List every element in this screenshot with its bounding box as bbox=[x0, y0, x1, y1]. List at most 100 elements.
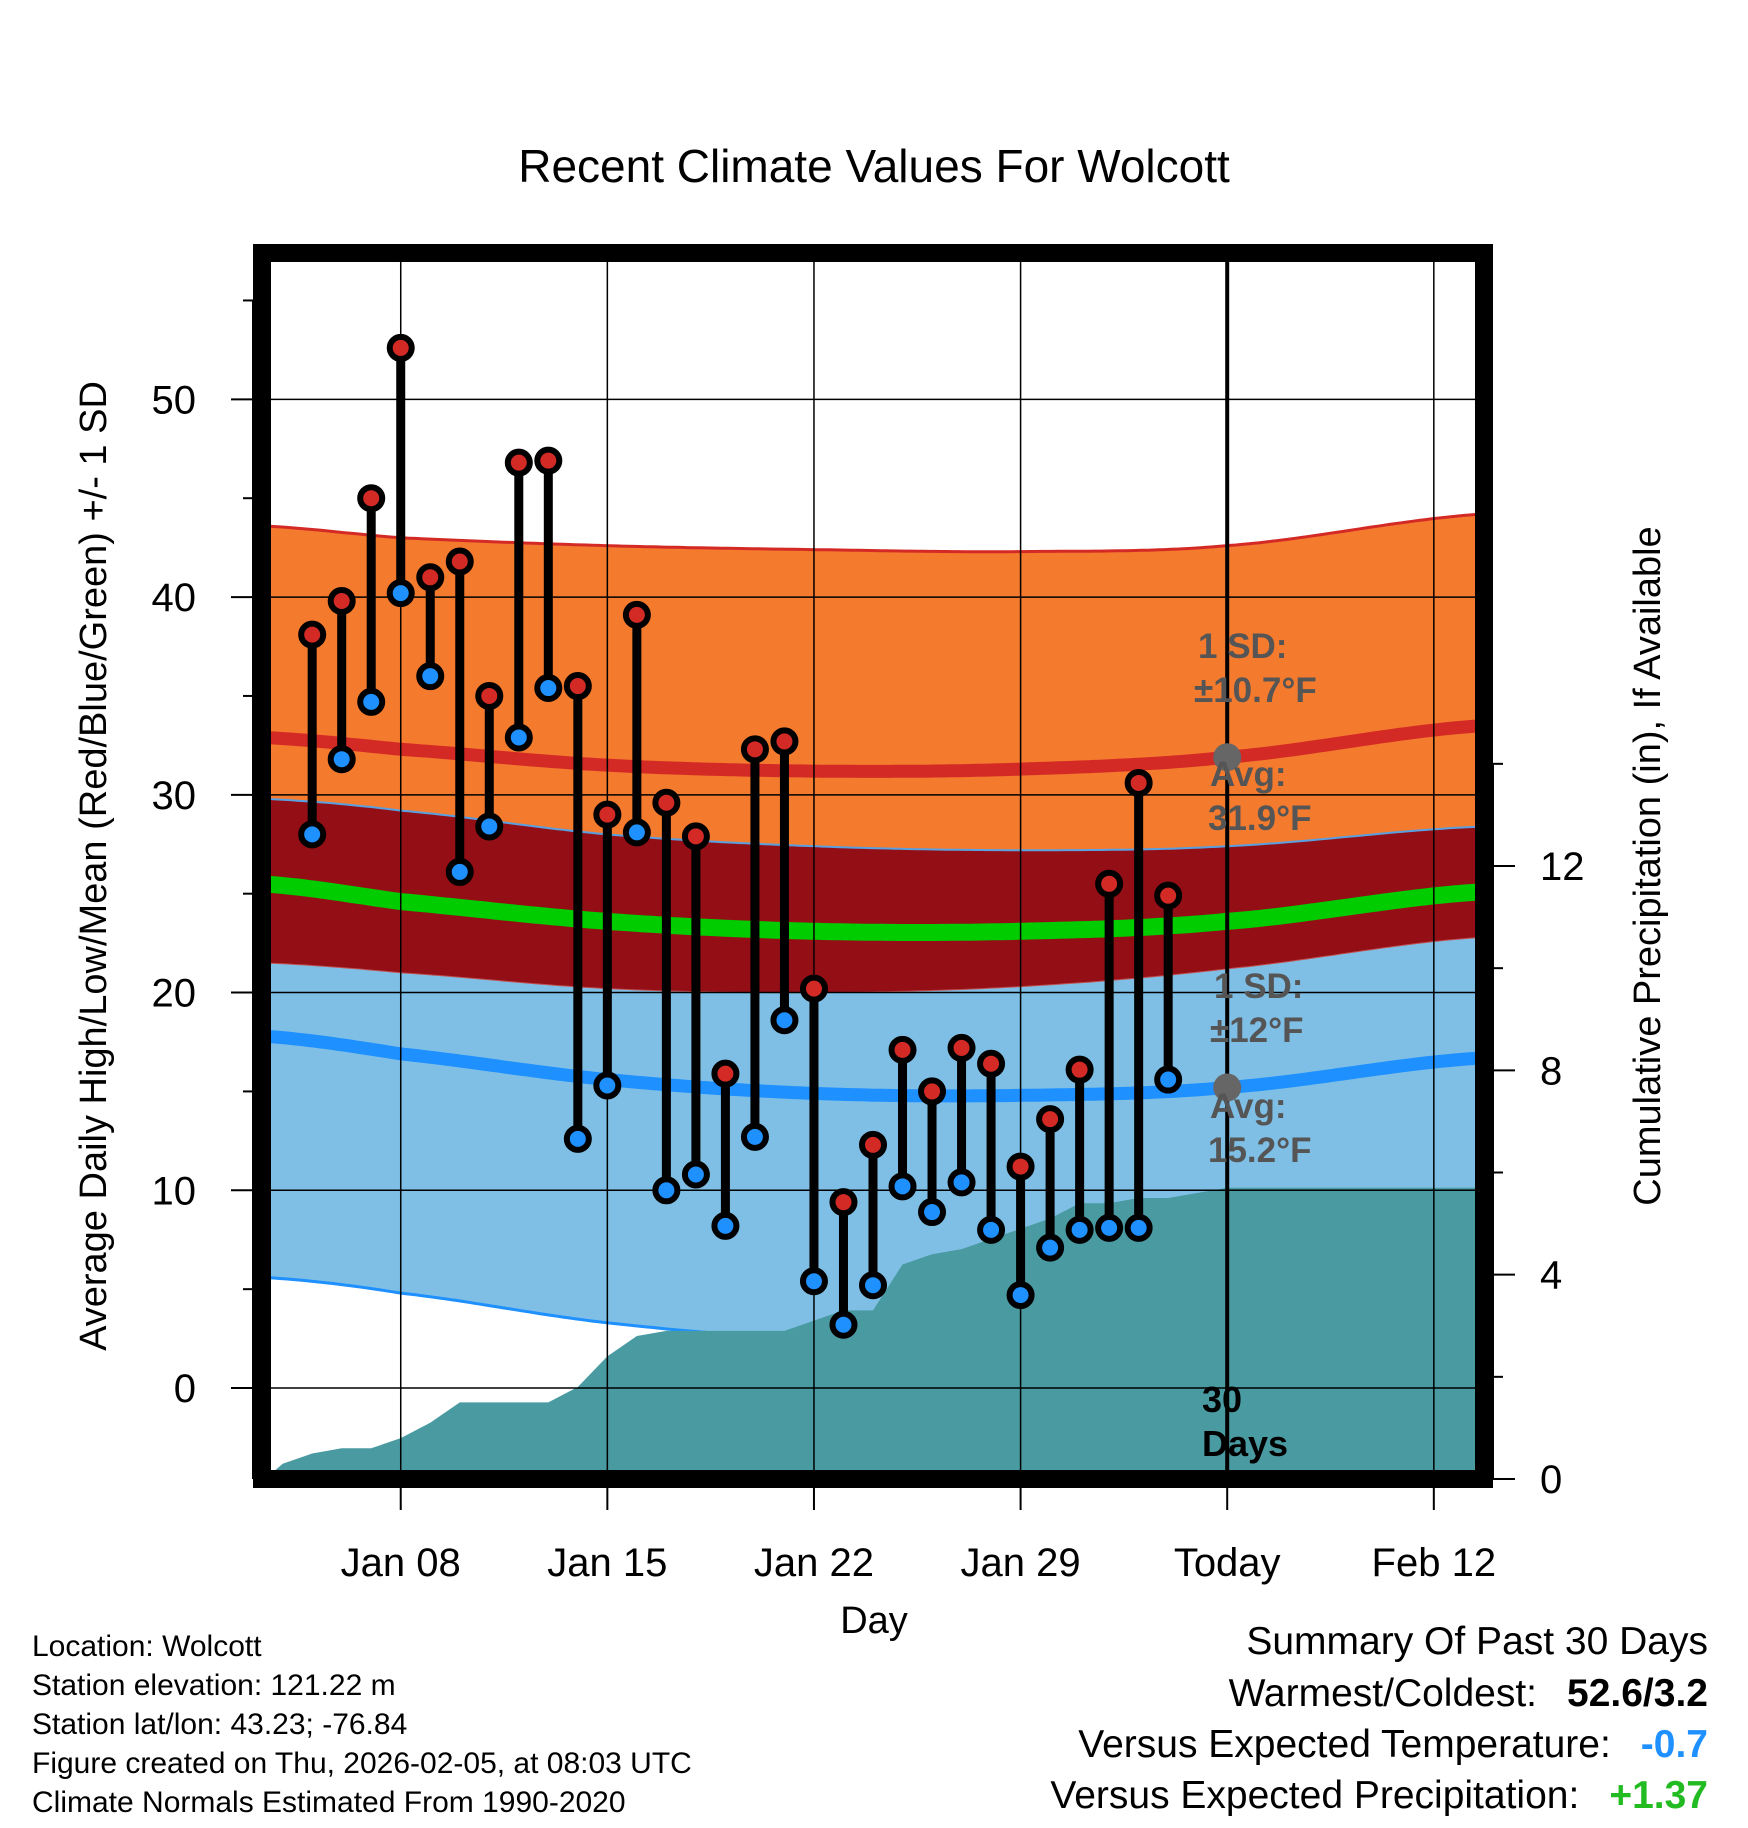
period-label-number: 30 bbox=[1202, 1379, 1242, 1420]
high-upper-edge bbox=[262, 512, 1484, 554]
daily-high-point bbox=[622, 600, 651, 629]
summary-precip: Versus Expected Precipitation: +1.37 bbox=[1050, 1774, 1708, 1818]
x-axis-label: Day bbox=[840, 1600, 908, 1642]
daily-low-point bbox=[357, 687, 386, 716]
high-sd-value: ±10.7°F bbox=[1194, 671, 1317, 710]
daily-low-point bbox=[947, 1168, 976, 1197]
location-text: Location: Wolcott bbox=[32, 1630, 262, 1663]
x-tick-label: Jan 22 bbox=[754, 1541, 874, 1585]
daily-low-point bbox=[740, 1122, 769, 1151]
daily-high-point bbox=[888, 1035, 917, 1064]
daily-low-point bbox=[327, 745, 356, 774]
daily-high-point bbox=[740, 735, 769, 764]
daily-high-point bbox=[1065, 1055, 1094, 1084]
summary-temp: Versus Expected Temperature: -0.7 bbox=[1078, 1723, 1708, 1767]
daily-high-point bbox=[1124, 768, 1153, 797]
cumulative-precip-area bbox=[265, 1187, 1484, 1479]
daily-high-point bbox=[298, 620, 327, 649]
y2-tick-label: 0 bbox=[1540, 1458, 1562, 1502]
daily-high-point bbox=[563, 672, 592, 701]
daily-high-point bbox=[386, 333, 415, 362]
daily-high-point bbox=[770, 727, 799, 756]
y-tick-label: 20 bbox=[152, 972, 197, 1016]
low-avg-value: 15.2°F bbox=[1208, 1131, 1312, 1170]
today-low-normal-marker bbox=[1213, 1073, 1242, 1102]
daily-high-point bbox=[1095, 869, 1124, 898]
y-axis-label: Average Daily High/Low/Mean (Red/Blue/Gr… bbox=[73, 381, 115, 1351]
summary-warm-cold: Warmest/Coldest: 52.6/3.2 bbox=[1229, 1672, 1708, 1716]
daily-low-point bbox=[799, 1267, 828, 1296]
daily-low-point bbox=[1036, 1233, 1065, 1262]
today-high-normal-marker bbox=[1213, 743, 1242, 772]
daily-high-point bbox=[1154, 881, 1183, 910]
daily-low-point bbox=[711, 1211, 740, 1240]
precip-anomaly-value: +1.37 bbox=[1609, 1774, 1708, 1817]
plot-frame bbox=[253, 244, 1493, 1488]
daily-low-point bbox=[918, 1198, 947, 1227]
summary-title: Summary Of Past 30 Days bbox=[1246, 1620, 1708, 1663]
latlon-text: Station lat/lon: 43.23; -76.84 bbox=[32, 1708, 408, 1741]
x-tick-label: Jan 15 bbox=[547, 1541, 667, 1585]
daily-low-point bbox=[1124, 1213, 1153, 1242]
y-tick-label: 0 bbox=[174, 1367, 196, 1411]
y2-axis-label: Cumulative Precipitation (in), If Availa… bbox=[1627, 526, 1669, 1205]
low-avg-label: Avg: bbox=[1210, 1087, 1286, 1126]
daily-high-point bbox=[445, 547, 474, 576]
daily-high-point bbox=[504, 448, 533, 477]
normal-high-line bbox=[262, 719, 1484, 778]
daily-low-point bbox=[622, 818, 651, 847]
daily-low-point bbox=[445, 857, 474, 886]
daily-low-point bbox=[1006, 1281, 1035, 1310]
daily-low-point bbox=[1154, 1065, 1183, 1094]
low-sd-value: ±12°F bbox=[1210, 1011, 1304, 1050]
daily-low-point bbox=[504, 723, 533, 752]
created-text: Figure created on Thu, 2026-02-05, at 08… bbox=[32, 1747, 692, 1780]
daily-low-point bbox=[475, 812, 504, 841]
daily-low-point bbox=[1065, 1215, 1094, 1244]
high-sd-label: 1 SD: bbox=[1198, 627, 1287, 666]
normal-mean-line bbox=[262, 875, 1484, 941]
x-tick-label: Feb 12 bbox=[1372, 1541, 1497, 1585]
daily-low-point bbox=[563, 1124, 592, 1153]
right-y-axis: 0 4 8 12 bbox=[1492, 762, 1585, 1502]
temp-anomaly-label: Versus Expected Temperature: bbox=[1078, 1723, 1611, 1766]
low-sd-label: 1 SD: bbox=[1214, 967, 1303, 1006]
daily-low-point bbox=[1095, 1213, 1124, 1242]
daily-high-point bbox=[977, 1049, 1006, 1078]
daily-low-point bbox=[977, 1215, 1006, 1244]
normal-markers bbox=[1213, 743, 1242, 1102]
daily-high-point bbox=[1006, 1152, 1035, 1181]
daily-high-point bbox=[829, 1188, 858, 1217]
daily-high-point bbox=[681, 822, 710, 851]
daily-low-point bbox=[681, 1160, 710, 1189]
daily-low-point bbox=[888, 1172, 917, 1201]
y2-tick-label: 8 bbox=[1540, 1049, 1562, 1093]
daily-low-point bbox=[416, 662, 445, 691]
mean-sd-band bbox=[262, 798, 1484, 993]
chart-title: Recent Climate Values For Wolcott bbox=[518, 140, 1230, 192]
daily-high-point bbox=[475, 681, 504, 710]
daily-low-point bbox=[593, 1071, 622, 1100]
high-avg-value: 31.9°F bbox=[1208, 799, 1312, 838]
daily-high-point bbox=[859, 1130, 887, 1159]
warm-cold-value: 52.6/3.2 bbox=[1567, 1672, 1708, 1715]
daily-high-point bbox=[357, 484, 386, 513]
daily-low-point bbox=[386, 579, 415, 608]
y2-tick-label: 12 bbox=[1540, 845, 1585, 889]
daily-high-point bbox=[416, 563, 445, 592]
x-tick-label: Jan 29 bbox=[961, 1541, 1081, 1585]
y-tick-label: 30 bbox=[152, 774, 197, 818]
temp-anomaly-value: -0.7 bbox=[1640, 1723, 1708, 1766]
daily-low-point bbox=[829, 1310, 858, 1339]
annotations: 1 SD: ±10.7°F Avg: 31.9°F 1 SD: ±12°F Av… bbox=[1194, 627, 1317, 1464]
daily-high-point bbox=[711, 1059, 740, 1088]
precip-anomaly-label: Versus Expected Precipitation: bbox=[1050, 1774, 1580, 1817]
daily-low-point bbox=[534, 674, 563, 703]
y-tick-label: 50 bbox=[152, 378, 197, 422]
daily-high-point bbox=[1036, 1105, 1065, 1134]
x-axis: Jan 08 Jan 15 Jan 22 Jan 29 Today Feb 12 bbox=[341, 1488, 1496, 1585]
high-lower-edge bbox=[262, 797, 1484, 852]
left-y-axis: 0 10 20 30 40 50 bbox=[152, 299, 254, 1479]
daily-high-point bbox=[799, 974, 828, 1003]
